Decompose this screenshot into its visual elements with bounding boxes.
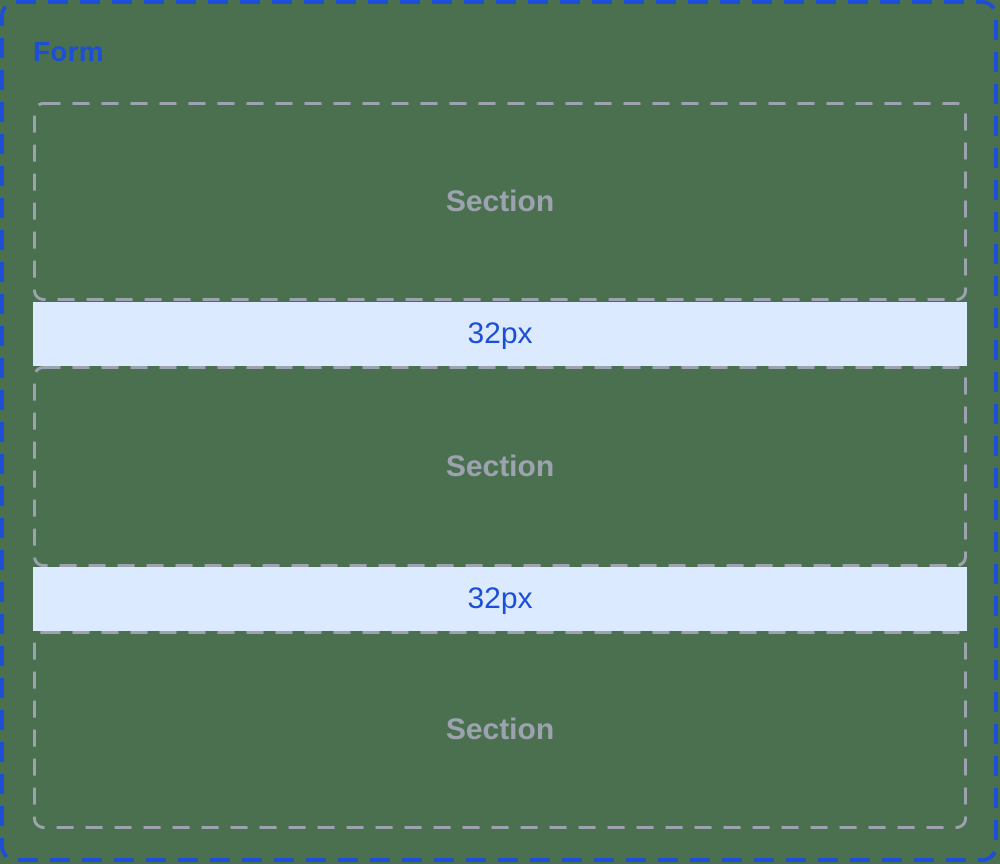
form-label: Form	[33, 36, 104, 67]
gap-band-2: 32px	[33, 567, 967, 631]
section-label: Section	[445, 449, 555, 483]
section-dashed-border	[33, 366, 967, 567]
section-box-1: Section	[33, 102, 967, 301]
gap-band-1: 32px	[33, 302, 967, 366]
section-label: Section	[445, 184, 555, 218]
gap-size-label: 32px	[467, 582, 533, 615]
section-box-3: Section	[33, 631, 967, 829]
section-dashed-border	[33, 102, 967, 301]
section-dashed-border	[33, 631, 967, 829]
section-label: Section	[445, 713, 555, 746]
section-box-2: Section	[33, 366, 967, 567]
gap-size-label: 32px	[467, 317, 533, 350]
